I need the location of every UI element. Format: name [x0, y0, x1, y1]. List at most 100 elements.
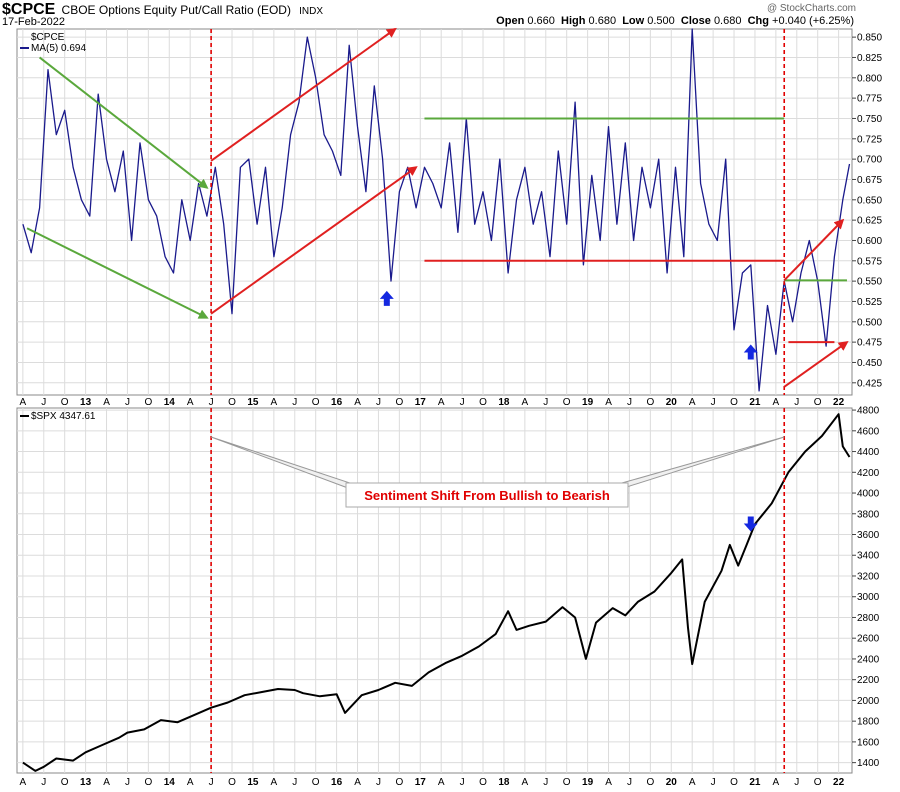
close-label: Close — [680, 15, 711, 27]
x-tick-label: A — [354, 397, 361, 408]
open-value: 0.660 — [527, 15, 555, 27]
x-tick-label: A — [271, 777, 278, 788]
high-label: High — [561, 15, 586, 27]
x-tick-label: 17 — [415, 777, 427, 788]
callout-group: Sentiment Shift From Bullish to Bearish — [345, 482, 629, 508]
x-tick-label: A — [605, 397, 612, 408]
x-tick-label: O — [730, 397, 738, 408]
x-tick-label: A — [438, 777, 445, 788]
x-tick-label: 16 — [331, 777, 343, 788]
y-tick-label: 0.600 — [857, 236, 882, 247]
y-tick-label: 3200 — [857, 571, 880, 582]
x-tick-label: J — [376, 397, 381, 408]
x-tick-label: 14 — [164, 777, 176, 788]
y-tick-label: 2600 — [857, 634, 880, 645]
y-tick-label: 0.550 — [857, 277, 882, 288]
y-tick-label: 3400 — [857, 551, 880, 562]
x-tick-label: 15 — [247, 777, 259, 788]
y-tick-label: 0.425 — [857, 378, 882, 389]
x-tick-label: O — [563, 397, 571, 408]
x-tick-label: J — [209, 777, 214, 788]
y-tick-label: 2400 — [857, 654, 880, 665]
x-tick-label: O — [395, 777, 403, 788]
high-value: 0.680 — [588, 15, 617, 27]
x-tick-label: 19 — [582, 777, 594, 788]
x-tick-label: 21 — [749, 777, 761, 788]
y-tick-label: 0.575 — [857, 256, 882, 267]
y-tick-label: 1800 — [857, 717, 880, 728]
y-tick-label: 0.850 — [857, 33, 882, 44]
y-tick-label: 4200 — [857, 468, 880, 479]
panel-frame — [16, 407, 853, 774]
x-tick-label: J — [627, 397, 632, 408]
y-tick-label: 2000 — [857, 696, 880, 707]
symbol-description: CBOE Options Equity Put/Call Ratio (EOD) — [61, 3, 291, 17]
close-value: 0.680 — [713, 15, 742, 27]
x-tick-label: J — [41, 777, 46, 788]
chart-header: $CPCE CBOE Options Equity Put/Call Ratio… — [2, 1, 323, 19]
x-tick-label: A — [103, 397, 110, 408]
x-tick-label: J — [460, 397, 465, 408]
x-tick-label: A — [522, 777, 529, 788]
x-tick-label: 16 — [331, 397, 343, 408]
bearish-trendline — [783, 218, 845, 282]
x-tick-label: J — [460, 777, 465, 788]
x-tick-label: A — [689, 777, 696, 788]
y-tick-label: 0.825 — [857, 53, 882, 64]
x-tick-label: O — [61, 397, 69, 408]
copyright-label: @ StockCharts.com — [766, 3, 856, 14]
bullish-trendline — [26, 227, 209, 319]
x-tick-label: 13 — [80, 777, 92, 788]
y-tick-label: 0.525 — [857, 297, 882, 308]
x-tick-label: J — [711, 397, 716, 408]
x-tick-label: O — [814, 777, 822, 788]
y-tick-label: 0.750 — [857, 114, 882, 125]
x-tick-label: J — [794, 397, 799, 408]
x-tick-label: A — [271, 397, 278, 408]
y-tick-label: 1600 — [857, 737, 880, 748]
up-arrow-icon — [743, 344, 758, 360]
x-tick-label: J — [794, 777, 799, 788]
y-tick-label: 4400 — [857, 447, 880, 458]
x-tick-label: 20 — [666, 397, 678, 408]
chart-date: 17-Feb-2022 — [2, 16, 65, 28]
x-tick-label: 17 — [415, 397, 427, 408]
panel-frame — [16, 28, 853, 396]
x-tick-label: J — [292, 397, 297, 408]
up-arrow-icon — [379, 290, 394, 306]
x-tick-label: J — [376, 777, 381, 788]
x-tick-label: A — [689, 397, 696, 408]
x-tick-label: 13 — [80, 397, 92, 408]
y-tick-label: 0.450 — [857, 358, 882, 369]
y-tick-label: 2200 — [857, 675, 880, 686]
x-tick-label: O — [563, 777, 571, 788]
y-tick-label: 0.800 — [857, 73, 882, 84]
y-tick-label: 3600 — [857, 530, 880, 541]
x-tick-label: O — [312, 777, 320, 788]
cpce-ma5-line — [22, 28, 851, 392]
x-tick-label: J — [543, 397, 548, 408]
x-tick-label: 21 — [749, 397, 761, 408]
x-tick-label: 15 — [247, 397, 259, 408]
x-tick-label: A — [103, 777, 110, 788]
x-tick-label: A — [20, 397, 27, 408]
x-tick-label: 18 — [498, 397, 510, 408]
x-tick-label: O — [395, 397, 403, 408]
x-tick-label: 14 — [164, 397, 176, 408]
x-tick-label: J — [209, 397, 214, 408]
bearish-trendline — [783, 340, 849, 388]
x-tick-label: O — [144, 777, 152, 788]
x-tick-label: A — [522, 397, 529, 408]
y-tick-label: 3000 — [857, 592, 880, 603]
x-tick-label: O — [479, 777, 487, 788]
x-tick-label: 18 — [498, 777, 510, 788]
y-tick-label: 0.675 — [857, 175, 882, 186]
callout-text: Sentiment Shift From Bullish to Bearish — [364, 488, 610, 503]
y-tick-label: 0.775 — [857, 94, 882, 105]
y-tick-label: 0.500 — [857, 317, 882, 328]
legend-entry: MA(5) 0.694 — [31, 43, 86, 54]
legend-entry: $CPCE — [31, 32, 65, 43]
chg-label: Chg — [747, 15, 769, 27]
spx-price-line — [22, 413, 851, 772]
